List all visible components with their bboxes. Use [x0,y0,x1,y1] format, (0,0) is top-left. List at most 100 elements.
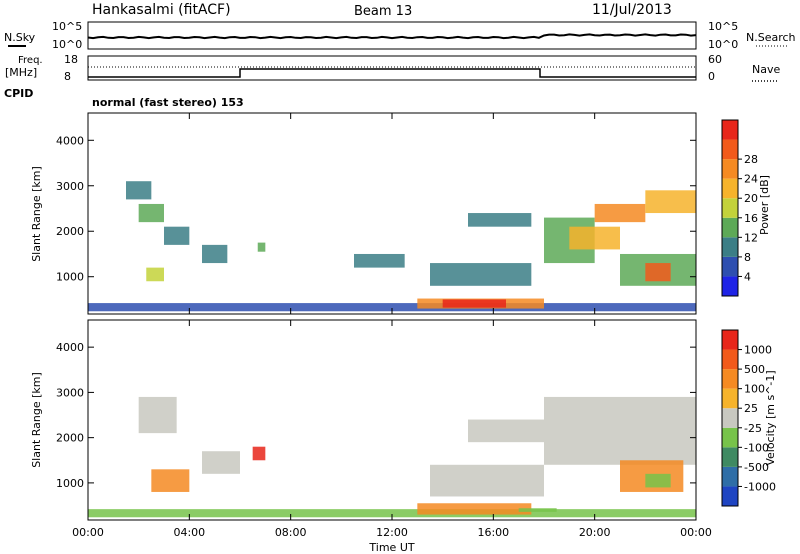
freq-tick-top: 18 [64,53,78,66]
colorbar-swatch [722,330,738,350]
data-region [442,299,506,308]
data-region [518,508,557,512]
colorbar-tick-label: -25 [744,422,762,435]
cpid-label: CPID [4,87,33,100]
colorbar-swatch [722,388,738,409]
data-region [126,181,152,200]
colorbar-swatch [722,369,738,389]
nsearch-label: N.Search [746,31,796,44]
colorbar-tick-label: 1000 [744,344,772,357]
data-region [138,203,164,223]
colorbar-tick-label: 20 [744,192,758,205]
y-tick-label: 1000 [56,271,84,284]
colorbar-tick-label: -1000 [744,480,776,493]
colorbar-swatch [722,427,738,448]
data-region [417,503,532,515]
y-tick-label: 3000 [56,386,84,399]
power-heatmap [88,181,696,312]
y-tick-label: 4000 [56,341,84,354]
data-region [354,253,405,268]
colorbar-swatch [722,217,738,238]
nsky-label: N.Sky [4,31,36,44]
colorbar-tick-label: -500 [744,461,769,474]
time-tick-label: 16:00 [477,526,509,539]
y-tick-label: 3000 [56,180,84,193]
time-tick-label: 20:00 [579,526,611,539]
nave-label: Nave [752,63,780,76]
colorbar-tick-label: 28 [744,153,758,166]
data-region [202,451,240,474]
colorbar-swatch [722,198,738,218]
colorbar-swatch [722,349,738,370]
freq-tick-bottom: 8 [64,70,71,83]
colorbar-swatch [722,447,738,467]
data-region [645,190,696,214]
station-title: Hankasalmi (fitACF) [92,2,231,18]
colorbar-tick-label: 4 [744,270,751,283]
freq-panel-frame [87,55,697,81]
colorbar-swatch [722,276,738,296]
colorbar-frame [721,119,739,297]
data-region [164,226,190,245]
colorbar-swatch [722,408,738,428]
data-region [468,419,544,443]
colorbar-swatch [722,466,738,487]
nave-tick-bottom: 0 [708,70,715,83]
colorbar-swatch [722,178,738,199]
power-colorbar-label: Power [dB] [758,175,771,235]
data-region [202,244,228,264]
colorbar-swatch [722,159,738,179]
colorbar-tick-label: 8 [744,251,751,264]
nsearch-tick-bottom: 10^0 [708,38,738,51]
nsearch-tick-top: 10^5 [708,20,738,33]
y-tick-label: 1000 [56,477,84,490]
time-axis-label: Time UT [368,541,414,554]
velocity-y-axis: 1000 2000 3000 4000 [56,341,696,490]
time-tick-label: 04:00 [173,526,205,539]
colorbar-tick-label: 500 [744,363,765,376]
velocity-colorbar: 1000 500 100 25 -25 -100 -500 -1000 [721,329,776,507]
velocity-heatmap [88,396,696,518]
colorbar-swatch [722,486,738,506]
data-region [645,263,671,282]
data-region [257,242,266,252]
velocity-colorbar-label: Velocity [m s^-1] [764,370,777,465]
data-region [468,213,532,227]
data-region [151,469,190,492]
colorbar-tick-label: 25 [744,402,758,415]
freq-unit-label: [MHz] [5,66,37,79]
data-region [569,226,620,250]
colorbar-tick-label: 16 [744,212,758,225]
colorbar-swatch [722,139,738,160]
date-title: 11/Jul/2013 [592,2,672,18]
freq-trace [88,68,696,78]
power-colorbar: 4 8 12 16 20 24 28 [721,119,758,297]
power-ylabel: Slant Range [km] [30,166,43,262]
time-tick-label: 12:00 [376,526,408,539]
nsky-tick-bottom: 10^0 [52,38,82,51]
colorbar-swatch [722,120,738,140]
time-tick-label: 08:00 [275,526,307,539]
time-tick-label: 00:00 [72,526,104,539]
colorbar-tick-label: 100 [744,383,765,396]
data-region [430,464,544,497]
colorbar-tick-label: 24 [744,173,758,186]
y-tick-label: 2000 [56,432,84,445]
y-tick-label: 2000 [56,225,84,238]
data-region [88,303,696,312]
data-region [146,267,164,282]
colorbar-swatch [722,237,738,257]
y-tick-label: 4000 [56,134,84,147]
nave-tick-top: 60 [708,53,722,66]
colorbar-swatch [722,256,738,277]
velocity-ylabel: Slant Range [km] [30,372,43,468]
data-region [645,473,671,488]
data-region [594,203,646,223]
colorbar-tick-label: -100 [744,441,769,454]
data-region [430,263,532,286]
power-y-axis: 1000 2000 3000 4000 [56,134,696,284]
colorbar-frame [721,329,739,507]
nsky-tick-top: 10^5 [52,20,82,33]
time-axis: 00:00 04:00 08:00 12:00 16:00 20:00 00:00 [72,113,712,539]
